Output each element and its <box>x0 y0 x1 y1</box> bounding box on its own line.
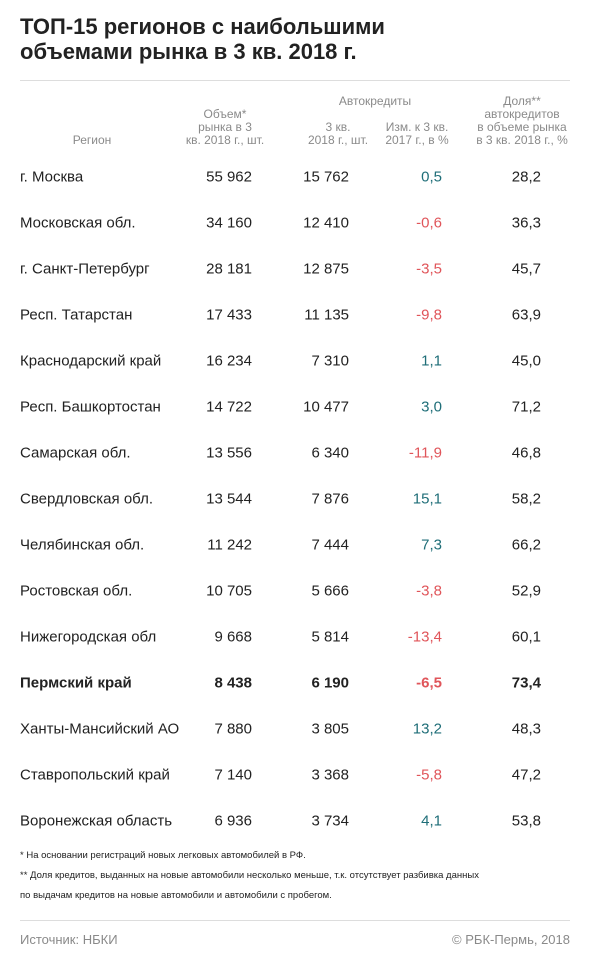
value-cell: 7 140 <box>214 766 252 784</box>
region-cell: Воронежская область <box>20 812 173 830</box>
value-cell: 17 433 <box>206 306 252 324</box>
column-header: в 3 кв. 2018 г., % <box>476 133 568 147</box>
value-cell: 63,9 <box>511 306 541 324</box>
column-header: 2017 г., в % <box>385 133 449 147</box>
value-cell: 15,1 <box>412 490 442 508</box>
value-cell: 12 875 <box>303 260 349 278</box>
value-cell: 7 310 <box>311 352 349 370</box>
value-cell: -13,4 <box>407 628 442 646</box>
value-cell: 5 666 <box>311 582 349 600</box>
region-cell: Нижегородская обл <box>20 628 157 646</box>
region-cell: Краснодарский край <box>20 352 162 370</box>
divider <box>20 920 570 921</box>
value-cell: -11,9 <box>408 444 442 462</box>
value-cell: 10 705 <box>206 582 252 600</box>
title: ТОП-15 регионов с наибольшими <box>20 14 385 39</box>
value-cell: 71,2 <box>511 398 541 416</box>
column-header: рынка в 3 <box>198 120 252 134</box>
value-cell: 13 544 <box>206 490 252 508</box>
value-cell: 7,3 <box>421 536 442 554</box>
value-cell: 7 876 <box>311 490 349 508</box>
value-cell: 14 722 <box>206 398 252 416</box>
column-header: 3 кв. <box>325 120 351 134</box>
value-cell: 52,9 <box>511 582 541 600</box>
column-header: Доля** <box>503 94 541 108</box>
title: объемами рынка в 3 кв. 2018 г. <box>20 39 357 64</box>
column-header: Изм. к 3 кв. <box>385 120 449 134</box>
region-cell: Ростовская обл. <box>20 582 133 600</box>
value-cell: 55 962 <box>206 168 252 186</box>
value-cell: 6 340 <box>311 444 349 462</box>
value-cell: 13 556 <box>206 444 252 462</box>
footnote: ** Доля кредитов, выданных на новые авто… <box>20 870 479 881</box>
region-cell: Ставропольский край <box>20 766 170 784</box>
value-cell: 6 936 <box>214 812 252 830</box>
column-header: Объем* <box>203 107 247 121</box>
column-header: в объеме рынка <box>477 120 567 134</box>
value-cell: -9,8 <box>416 306 442 324</box>
value-cell: 11 135 <box>304 306 349 324</box>
group-header: Автокредиты <box>338 94 412 108</box>
value-cell: 3 368 <box>311 766 349 784</box>
region-cell: г. Санкт-Петербург <box>20 260 150 278</box>
value-cell: 34 160 <box>206 214 252 232</box>
value-cell: -0,6 <box>416 214 442 232</box>
value-cell: 66,2 <box>511 536 541 554</box>
region-cell: Пермский край <box>20 674 132 692</box>
value-cell: 7 444 <box>311 536 349 554</box>
footnote: по выдачам кредитов на новые автомобили … <box>20 890 332 901</box>
copyright: © РБК-Пермь, 2018 <box>452 932 570 947</box>
value-cell: 10 477 <box>303 398 349 416</box>
value-cell: 7 880 <box>214 720 252 738</box>
column-header: кв. 2018 г., шт. <box>185 133 265 147</box>
value-cell: 45,0 <box>511 352 541 370</box>
region-cell: Московская обл. <box>20 214 136 232</box>
value-cell: 53,8 <box>511 812 541 830</box>
region-cell: Ханты-Мансийский АО <box>20 720 180 738</box>
region-cell: Самарская обл. <box>20 444 131 462</box>
value-cell: 16 234 <box>206 352 252 370</box>
value-cell: 58,2 <box>511 490 541 508</box>
value-cell: -5,8 <box>416 766 442 784</box>
value-cell: 46,8 <box>511 444 541 462</box>
value-cell: 6 190 <box>311 674 349 692</box>
region-cell: Респ. Башкортостан <box>20 398 161 416</box>
value-cell: -6,5 <box>416 674 442 692</box>
column-header: автокредитов <box>484 107 560 121</box>
value-cell: 3,0 <box>421 398 442 416</box>
column-header: 2018 г., шт. <box>307 133 369 147</box>
region-cell: Челябинская обл. <box>20 536 145 554</box>
column-header: Регион <box>72 133 112 147</box>
value-cell: 60,1 <box>511 628 541 646</box>
value-cell: 13,2 <box>412 720 442 738</box>
value-cell: 15 762 <box>303 168 349 186</box>
value-cell: 1,1 <box>421 352 442 370</box>
value-cell: 4,1 <box>421 812 442 830</box>
value-cell: -3,8 <box>416 582 442 600</box>
value-cell: 47,2 <box>511 766 541 784</box>
value-cell: 8 438 <box>214 674 252 692</box>
value-cell: 28 181 <box>206 260 252 278</box>
value-cell: 0,5 <box>421 168 442 186</box>
value-cell: -3,5 <box>416 260 442 278</box>
value-cell: 3 805 <box>311 720 349 738</box>
value-cell: 11 242 <box>207 536 252 554</box>
value-cell: 48,3 <box>511 720 541 738</box>
divider <box>20 80 570 81</box>
value-cell: 73,4 <box>511 674 541 692</box>
value-cell: 12 410 <box>303 214 349 232</box>
region-cell: г. Москва <box>20 168 84 186</box>
region-cell: Свердловская обл. <box>20 490 153 508</box>
value-cell: 9 668 <box>214 628 252 646</box>
value-cell: 36,3 <box>511 214 541 232</box>
value-cell: 28,2 <box>511 168 541 186</box>
region-cell: Респ. Татарстан <box>20 306 133 324</box>
source: Источник: НБКИ <box>20 932 118 947</box>
value-cell: 5 814 <box>311 628 349 646</box>
value-cell: 3 734 <box>311 812 349 830</box>
footnote: * На основании регистраций новых легковы… <box>20 850 306 861</box>
value-cell: 45,7 <box>511 260 541 278</box>
